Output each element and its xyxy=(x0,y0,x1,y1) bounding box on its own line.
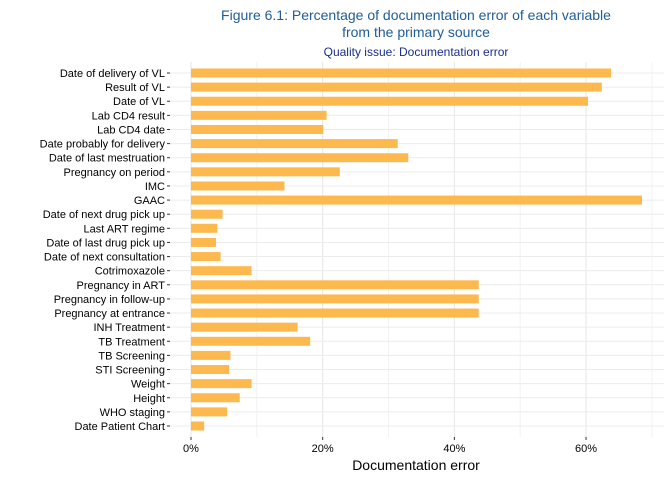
bar xyxy=(191,252,221,262)
y-tick-label: Pregnancy at entrance xyxy=(54,308,165,320)
bar xyxy=(191,96,589,106)
bar xyxy=(191,379,252,389)
bar xyxy=(191,139,398,149)
bar xyxy=(191,82,602,92)
y-tick-label: Lab CD4 date xyxy=(97,124,165,136)
bar xyxy=(191,153,409,163)
x-tick-label: 0% xyxy=(183,443,199,455)
y-tick-label: WHO staging xyxy=(100,407,165,419)
bar xyxy=(191,421,205,431)
x-tick-label: 40% xyxy=(443,443,465,455)
bar xyxy=(191,223,218,233)
bars-group xyxy=(191,68,642,431)
bar xyxy=(191,350,231,360)
y-tick-label: INH Treatment xyxy=(93,322,165,334)
y-tick-label: Pregnancy in ART xyxy=(77,280,166,292)
bar xyxy=(191,365,230,375)
x-axis-label: Documentation error xyxy=(352,457,480,473)
bar xyxy=(191,407,228,417)
bar xyxy=(191,308,479,318)
y-tick-label: Date of next consultation xyxy=(44,252,165,264)
bar xyxy=(191,167,340,177)
y-tick-label: Height xyxy=(133,393,165,405)
bar xyxy=(191,110,327,120)
bar xyxy=(191,266,252,276)
bar xyxy=(191,195,642,205)
y-tick-label: TB Treatment xyxy=(98,336,165,348)
y-tick-label: Date probably for delivery xyxy=(40,139,166,151)
y-tick-label: Cotrimoxazole xyxy=(95,266,165,278)
bar xyxy=(191,294,479,304)
y-tick-label: Weight xyxy=(131,379,165,391)
y-tick-label: Date of last drug pick up xyxy=(46,237,165,249)
y-tick-label: Pregnancy on period xyxy=(63,167,165,179)
bar xyxy=(191,280,479,290)
bar xyxy=(191,124,324,134)
y-tick-label: IMC xyxy=(145,181,165,193)
bar xyxy=(191,322,298,332)
y-tick-label: Date Patient Chart xyxy=(75,421,166,433)
y-tick-label: Date of delivery of VL xyxy=(60,68,165,80)
y-tick-label: Lab CD4 result xyxy=(92,110,165,122)
bar xyxy=(191,181,285,191)
y-tick-label: GAAC xyxy=(134,195,165,207)
y-tick-label: STI Screening xyxy=(95,365,165,377)
y-tick-label: TB Screening xyxy=(98,350,165,362)
x-tick-labels: 0% 20% 40% 60% xyxy=(183,437,597,455)
y-tick-label: Pregnancy in follow-up xyxy=(54,294,165,306)
chart-subtitle: Quality issue: Documentation error xyxy=(324,45,509,59)
bar xyxy=(191,237,217,247)
bar xyxy=(191,209,223,219)
x-tick-label: 60% xyxy=(575,443,597,455)
bar xyxy=(191,336,311,346)
chart-title-line1: Figure 6.1: Percentage of documentation … xyxy=(221,7,611,23)
y-tick-label: Last ART regime xyxy=(83,223,165,235)
y-tick-label: Date of next drug pick up xyxy=(43,209,165,221)
y-tick-label: Date of VL xyxy=(113,96,165,108)
bar xyxy=(191,393,240,403)
y-tick-label: Result of VL xyxy=(105,82,165,94)
y-tick-label: Date of last mestruation xyxy=(49,153,165,165)
bar xyxy=(191,68,612,78)
chart-title-line2: from the primary source xyxy=(342,24,490,40)
x-tick-label: 20% xyxy=(312,443,334,455)
y-tick-labels: Date of delivery of VL Result of VL Date o… xyxy=(40,68,170,433)
